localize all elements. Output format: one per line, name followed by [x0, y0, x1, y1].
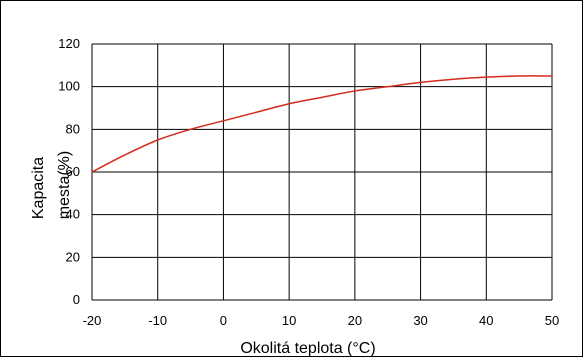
tick-label-layer: -20 -10 0 10 20 30 40 50 0 20 40 60 80 100 120: [58, 36, 559, 328]
series-layer: [91, 75, 553, 173]
y-tick-label-1: 20: [66, 249, 80, 264]
x-tick-label-1: -10: [148, 313, 167, 328]
grid-layer: [91, 43, 553, 301]
y-tick-label-6: 120: [58, 36, 80, 51]
y-tick-label-3: 60: [66, 164, 80, 179]
y-tick-label-2: 40: [66, 207, 80, 222]
y-tick-label-0: 0: [73, 292, 80, 307]
x-tick-label-3: 10: [282, 313, 296, 328]
y-tick-label-5: 100: [58, 79, 80, 94]
x-tick-label-4: 20: [348, 313, 362, 328]
x-axis-title: Okolitá teplota (°C): [240, 340, 375, 357]
y-tick-label-4: 80: [66, 121, 80, 136]
x-tick-label-5: 30: [413, 313, 427, 328]
x-tick-label-0: -20: [83, 313, 102, 328]
x-tick-label-6: 40: [479, 313, 493, 328]
series-line-0: [91, 75, 553, 173]
y-axis-title-line-1: Kapacita: [30, 157, 47, 219]
y-axis-title-line-2: mesta(%): [56, 151, 73, 219]
x-tick-label-2: 0: [220, 313, 227, 328]
x-tick-label-7: 50: [545, 313, 559, 328]
